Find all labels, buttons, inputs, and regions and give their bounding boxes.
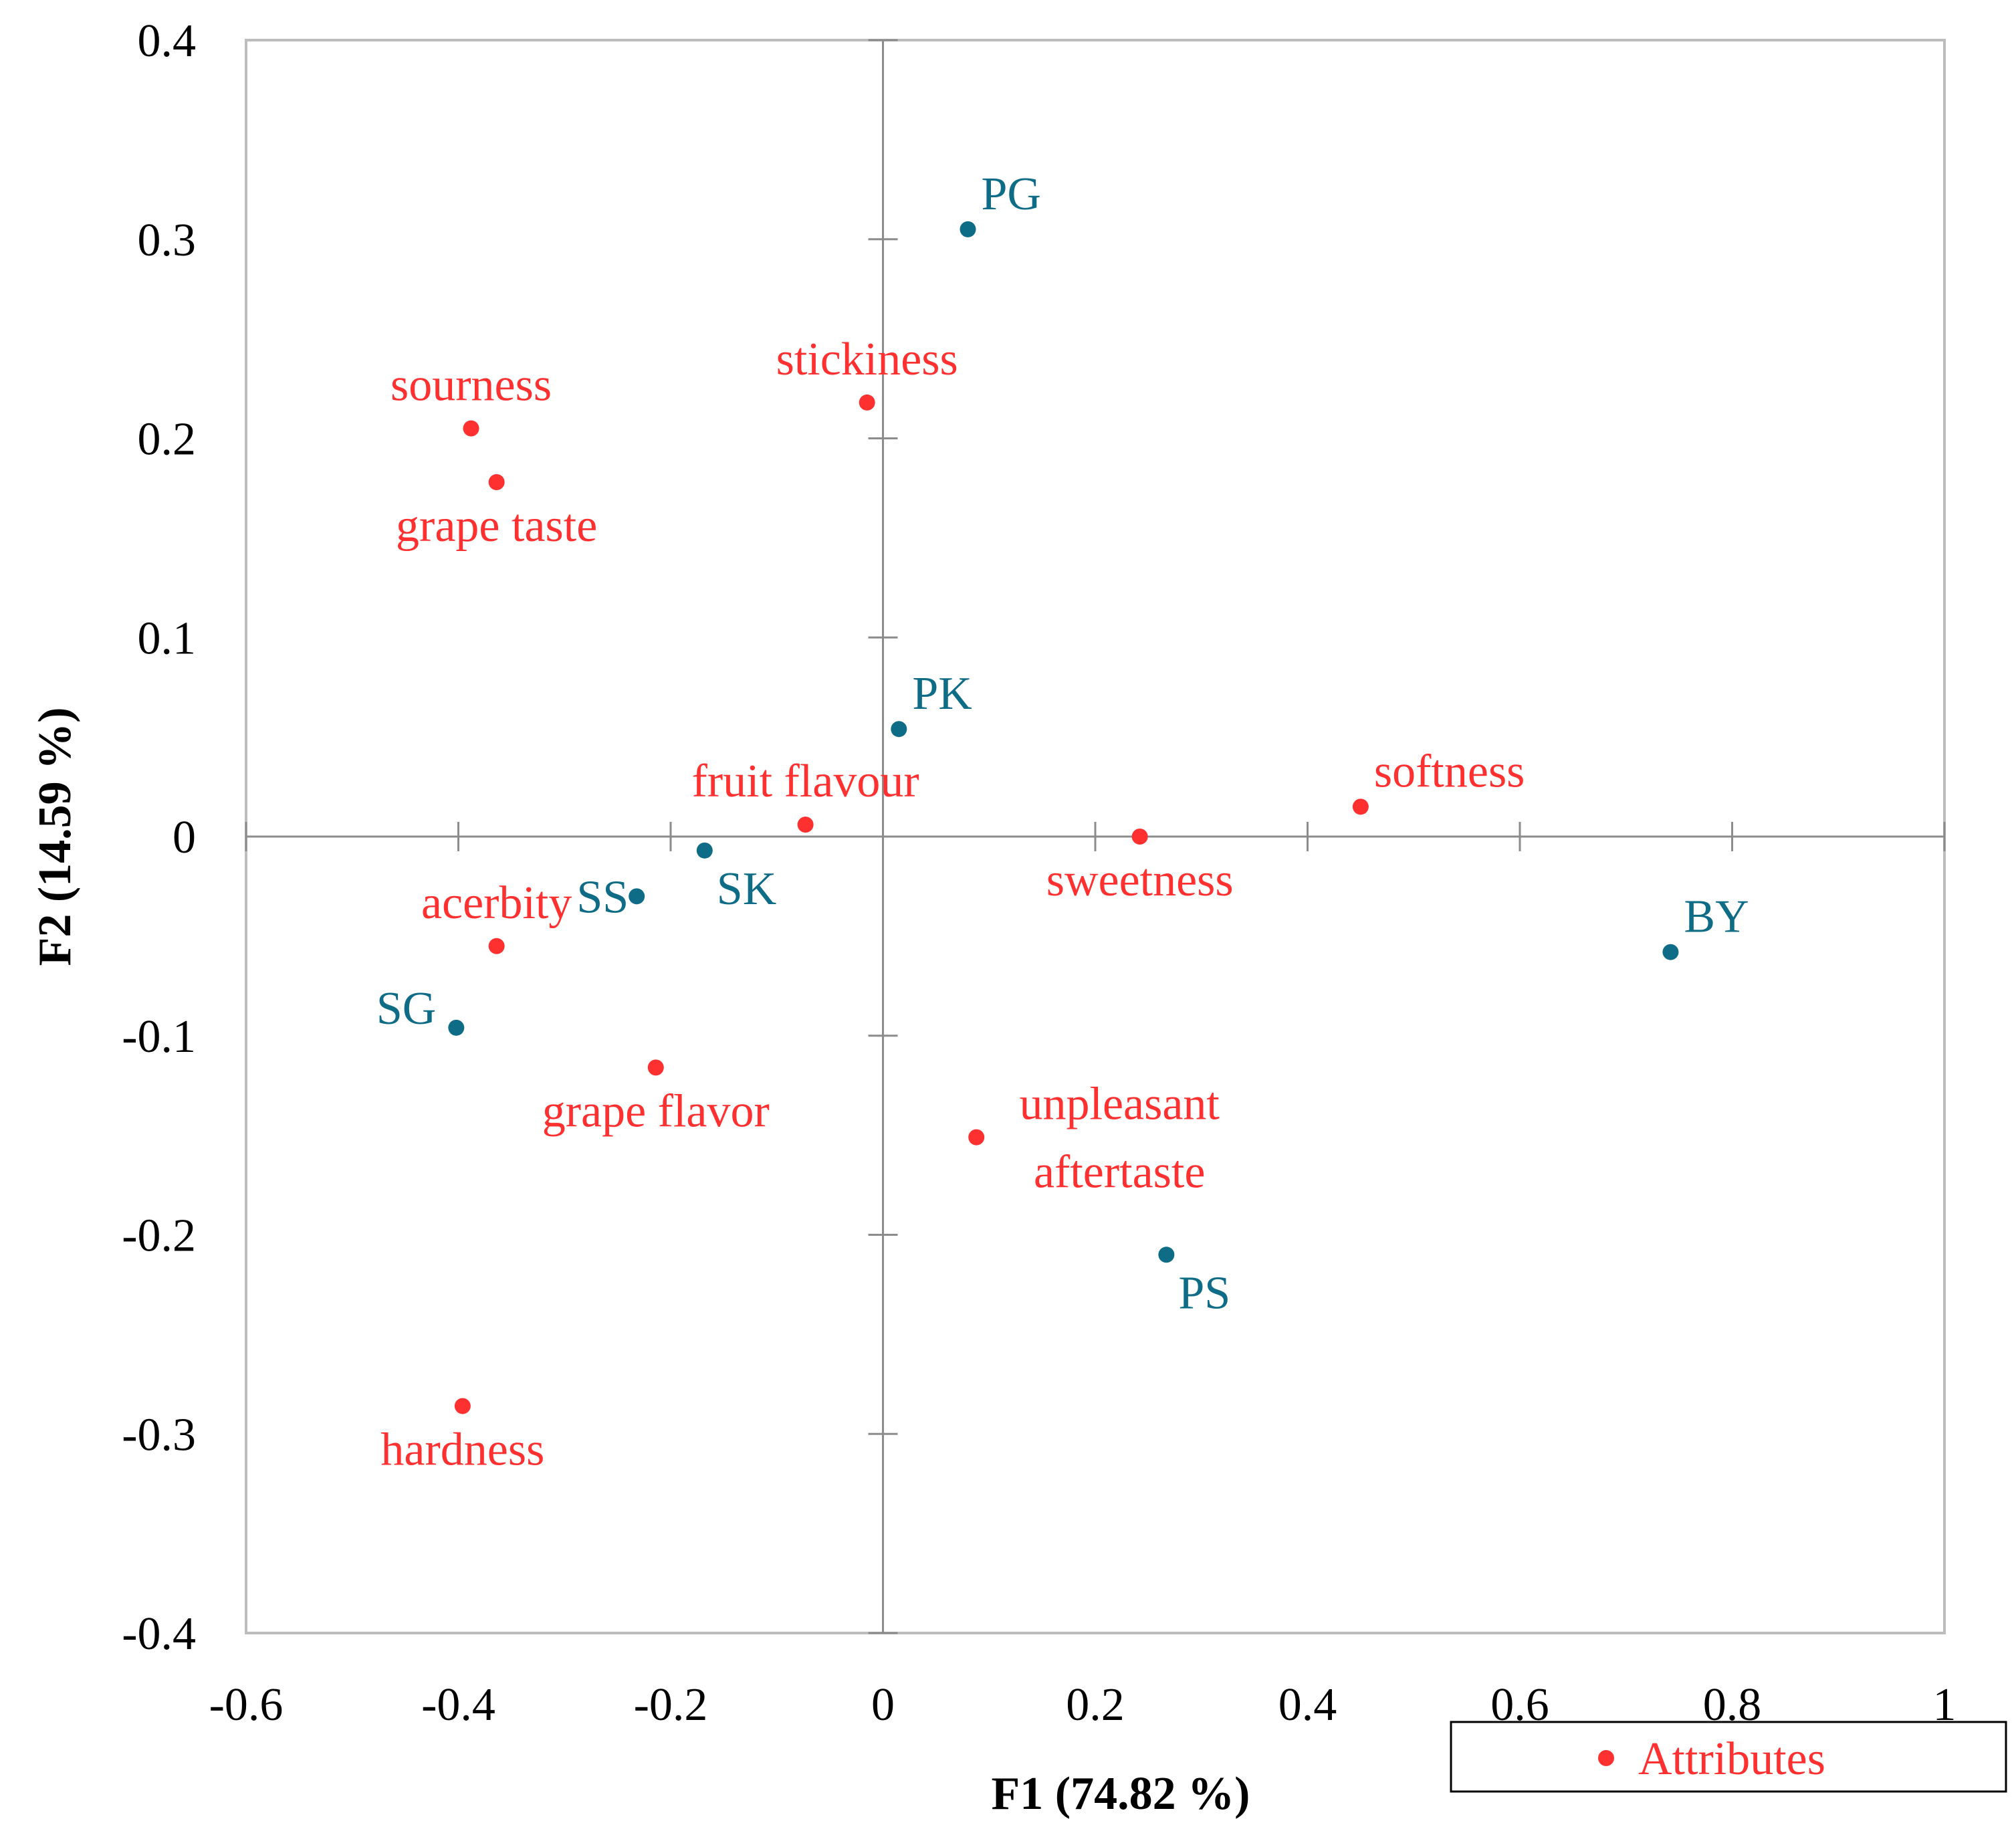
y-tick-label: -0.1 xyxy=(122,1011,196,1063)
data-points: PG PK SK SS SG BY PS sourness grape taste stickin… xyxy=(376,169,1749,1476)
label-pk: PK xyxy=(912,668,972,720)
legend: Attributes xyxy=(1450,1721,2007,1793)
y-tick-label: 0.3 xyxy=(138,215,197,266)
label-grape-flavor: grape flavor xyxy=(542,1085,770,1137)
legend-label-attributes: Attributes xyxy=(1638,1733,1825,1785)
y-tick-label: 0.2 xyxy=(138,414,197,465)
point-unpleasant-aftertaste xyxy=(968,1129,985,1146)
point-grape-taste xyxy=(488,474,505,491)
point-hardness xyxy=(454,1398,471,1414)
label-grape-taste: grape taste xyxy=(396,500,597,552)
point-stickiness xyxy=(859,394,875,411)
label-ps: PS xyxy=(1178,1267,1230,1319)
y-tick-label: 0.1 xyxy=(138,613,197,664)
label-sk: SK xyxy=(717,863,776,915)
point-sourness xyxy=(463,420,479,437)
point-ps xyxy=(1158,1247,1175,1263)
point-grape-flavor xyxy=(647,1059,664,1076)
series-attributes: sourness grape taste stickiness fruit flavo… xyxy=(380,334,1525,1476)
y-axis-title: F2 (14.59 %) xyxy=(29,708,81,966)
point-acerbity xyxy=(488,938,505,954)
label-sg: SG xyxy=(376,983,436,1035)
x-axis-title: F1 (74.82 %) xyxy=(992,1768,1250,1820)
y-tick-label: -0.3 xyxy=(122,1409,196,1461)
x-tick-label: -0.4 xyxy=(421,1679,495,1731)
point-ss xyxy=(629,888,645,905)
x-tick-label: 0.2 xyxy=(1066,1679,1125,1731)
x-tick-label: 0.4 xyxy=(1278,1679,1337,1731)
y-tick-label: 0 xyxy=(173,812,196,863)
point-sg xyxy=(448,1019,465,1036)
point-sweetness xyxy=(1131,829,1148,845)
axes-layer xyxy=(245,39,1946,1634)
point-fruit-flavour xyxy=(797,817,814,833)
label-hardness: hardness xyxy=(380,1424,544,1476)
label-stickiness: stickiness xyxy=(776,334,958,385)
point-softness xyxy=(1352,798,1369,815)
point-pk xyxy=(891,721,907,738)
label-softness: softness xyxy=(1374,746,1525,797)
legend-box xyxy=(1450,1721,2007,1793)
legend-marker-attributes xyxy=(1598,1750,1614,1766)
label-unpleasant-aftertaste: unpleasant aftertaste xyxy=(1020,1079,1220,1198)
label-sweetness: sweetness xyxy=(1046,855,1234,906)
label-fruit-flavour: fruit flavour xyxy=(692,756,919,807)
y-tick-label: -0.4 xyxy=(122,1608,196,1660)
label-by: BY xyxy=(1684,891,1749,943)
y-tick-label: 0.4 xyxy=(138,15,197,67)
label-sourness: sourness xyxy=(390,360,552,411)
x-tick-label: -0.6 xyxy=(209,1679,284,1731)
label-pg: PG xyxy=(982,169,1041,220)
x-tick-label: 0 xyxy=(871,1679,895,1731)
point-sk xyxy=(696,842,713,859)
label-acerbity: acerbity xyxy=(421,877,572,929)
point-pg xyxy=(960,221,976,237)
label-ss: SS xyxy=(576,871,629,923)
series-products: PG PK SK SS SG BY PS xyxy=(376,169,1749,1319)
point-by xyxy=(1662,944,1679,960)
y-tick-label: -0.2 xyxy=(122,1210,196,1262)
x-tick-label: -0.2 xyxy=(634,1679,708,1731)
